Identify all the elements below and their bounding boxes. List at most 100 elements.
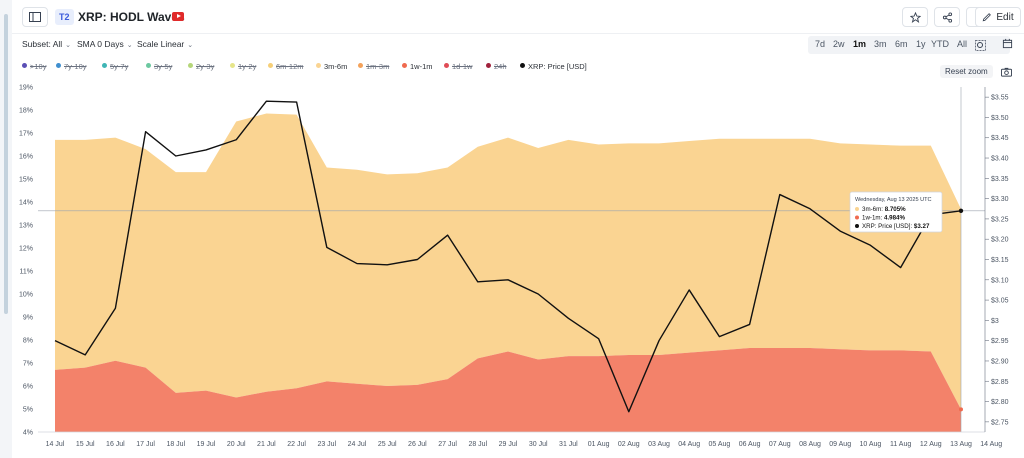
sma-dropdown[interactable]: SMA 0 Days ⌄ [77, 39, 133, 49]
y-left-tick-label: 19% [19, 85, 33, 92]
x-tick-label: 04 Aug [678, 441, 700, 448]
favorite-button[interactable] [902, 7, 928, 27]
chevron-down-icon: ⌄ [187, 42, 194, 49]
scroll-thumb[interactable] [4, 14, 8, 314]
x-tick-label: 14 Aug [980, 441, 1002, 448]
chart-toolbar: Subset: All ⌄ SMA 0 Days ⌄ Scale Linear ⌄ 7… [12, 36, 1024, 56]
x-tick-label: 24 Jul [348, 441, 367, 448]
x-tick-label: 07 Aug [769, 441, 791, 448]
legend-label: 1d-1w [452, 62, 473, 71]
y-right-tick-label: $3.30 [991, 196, 1009, 203]
legend-item[interactable]: 3m-6m [316, 62, 347, 71]
tooltip-row: 3m-6m: 8.705% [862, 206, 906, 213]
camera-icon[interactable] [1001, 67, 1012, 77]
y-left-tick-label: 6% [23, 384, 33, 391]
zoom-select-icon[interactable] [975, 40, 986, 51]
edit-button[interactable]: Edit [975, 7, 1021, 27]
share-button[interactable] [934, 7, 960, 27]
legend-dot [146, 63, 151, 68]
y-right-tick-label: $3.50 [991, 115, 1009, 122]
timeframe-6m[interactable]: 6m [895, 39, 908, 49]
title-bar: T2 XRP: HODL Waves Edit [12, 0, 1024, 34]
legend-label: 2y-3y [196, 62, 215, 71]
x-tick-label: 06 Aug [739, 441, 761, 448]
series-3m-6m-area [55, 113, 961, 410]
scale-label: Scale Linear [137, 39, 185, 49]
legend-item[interactable]: 7y-10y [56, 62, 87, 71]
x-tick-label: 26 Jul [408, 441, 427, 448]
legend-item[interactable]: 6m-12m [268, 62, 304, 71]
legend-dot [268, 63, 273, 68]
legend-item[interactable]: 5y-7y [102, 62, 128, 71]
legend-dot [188, 63, 193, 68]
legend-label: 3y-5y [154, 62, 173, 71]
youtube-icon[interactable] [172, 12, 184, 21]
y-right-tick-label: $2.90 [991, 358, 1009, 365]
x-tick-label: 25 Jul [378, 441, 397, 448]
tooltip-row-value: $3.27 [914, 223, 930, 230]
y-right-tick-label: $3.35 [991, 176, 1009, 183]
x-tick-label: 10 Aug [859, 441, 881, 448]
y-right-tick-label: $3.40 [991, 156, 1009, 163]
x-tick-label: 02 Aug [618, 441, 640, 448]
subset-dropdown[interactable]: Subset: All ⌄ [22, 39, 71, 49]
reset-zoom-button[interactable]: Reset zoom [940, 65, 993, 78]
timeframe-all[interactable]: All [957, 39, 968, 49]
legend-label: 1w-1m [410, 62, 433, 71]
legend-item[interactable]: 1w-1m [402, 62, 433, 71]
x-tick-label: 11 Aug [890, 441, 911, 448]
legend-dot [22, 63, 27, 68]
legend-dot [520, 63, 525, 68]
timeframe-7d[interactable]: 7d [815, 39, 826, 49]
legend-label: 1m-3m [366, 62, 390, 71]
scale-dropdown[interactable]: Scale Linear ⌄ [137, 39, 193, 49]
timeframe-2w[interactable]: 2w [833, 39, 845, 49]
legend-dot [358, 63, 363, 68]
y-left-tick-label: 12% [19, 246, 33, 253]
x-tick-label: 09 Aug [829, 441, 851, 448]
scroll-rail[interactable] [0, 0, 12, 458]
x-tick-label: 13 Aug [950, 441, 972, 448]
x-tick-label: 16 Jul [106, 441, 125, 448]
legend-label: 7y-10y [64, 62, 87, 71]
tooltip-date: Wednesday, Aug 13 2025 UTC [855, 197, 932, 203]
legend-item[interactable]: 2y-3y [188, 62, 214, 71]
tooltip-row-value: 4.984% [884, 215, 905, 222]
sma-label: SMA 0 Days [77, 39, 124, 49]
timeframe-1y[interactable]: 1y [916, 39, 926, 49]
legend-dot [56, 63, 61, 68]
x-tick-label: 27 Jul [438, 441, 457, 448]
edit-label: Edit [996, 11, 1014, 23]
x-tick-label: 22 Jul [287, 441, 306, 448]
y-left-tick-label: 9% [23, 315, 33, 322]
legend-label: 24h [494, 62, 507, 71]
legend-dot [486, 63, 491, 68]
timeframe-1m[interactable]: 1m [853, 39, 867, 49]
legend-item[interactable]: 3y-5y [146, 62, 172, 71]
y-left-tick-label: 13% [19, 223, 33, 230]
x-tick-label: 31 Jul [559, 441, 578, 448]
y-right-tick-label: $3.10 [991, 277, 1009, 284]
legend-item[interactable]: 1y-2y [230, 62, 256, 71]
timeframe-ytd[interactable]: YTD [931, 39, 949, 49]
legend-item[interactable]: >10y [22, 62, 46, 71]
sidebar-toggle-button[interactable] [22, 7, 48, 27]
legend-dot [102, 63, 107, 68]
y-left-tick-label: 15% [19, 177, 33, 184]
legend-item[interactable]: 1d-1w [444, 62, 472, 71]
tooltip-row: 1w-1m: 4.984% [862, 215, 905, 222]
tooltip-row-label: XRP: Price [USD]: [862, 223, 914, 230]
y-right-tick-label: $3.45 [991, 135, 1009, 142]
x-tick-label: 12 Aug [920, 441, 942, 448]
legend-item[interactable]: 24h [486, 62, 507, 71]
tooltip-box [849, 191, 943, 233]
calendar-icon[interactable] [1002, 38, 1013, 49]
timeframe-3m[interactable]: 3m [874, 39, 887, 49]
legend-item[interactable]: 1m-3m [358, 62, 389, 71]
legend-item[interactable]: XRP: Price [USD] [520, 62, 587, 71]
tooltip-dot [855, 215, 859, 220]
legend-dot [230, 63, 235, 68]
y-left-tick-label: 18% [19, 108, 33, 115]
tooltip-row-value: 8.705% [885, 206, 906, 213]
